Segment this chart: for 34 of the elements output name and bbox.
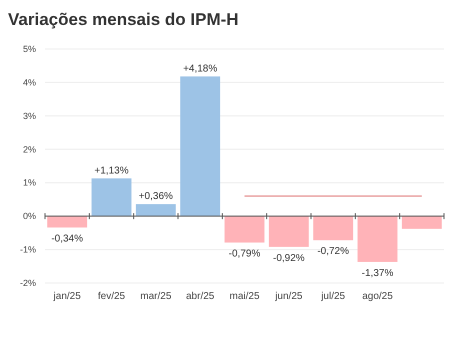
data-label: -0,79% xyxy=(228,248,260,260)
x-tick-label: mai/25 xyxy=(229,291,260,302)
x-tick-label: ago/25 xyxy=(362,291,394,302)
x-tick-label: mar/25 xyxy=(140,291,172,302)
x-tick-label: abr/25 xyxy=(186,291,215,302)
x-tick-label: jun/25 xyxy=(274,291,303,302)
bar xyxy=(47,216,88,228)
y-tick-label: 2% xyxy=(22,144,36,154)
bar xyxy=(402,216,442,229)
x-tick-label: jan/25 xyxy=(52,291,82,302)
chart-title: Variações mensais do IPM-H xyxy=(8,10,239,29)
x-tick-label: jul/25 xyxy=(320,291,346,302)
y-tick-label: 4% xyxy=(22,77,36,88)
bar xyxy=(92,178,132,216)
data-label: -1,37% xyxy=(362,268,394,279)
x-tick-label: fev/25 xyxy=(98,291,126,302)
data-label: -0,92% xyxy=(272,252,305,264)
data-label: -0,34% xyxy=(51,234,84,245)
y-tick-label: 5% xyxy=(22,44,36,54)
bar xyxy=(358,216,398,262)
data-label: -0,72% xyxy=(317,246,350,258)
data-label: +4,18% xyxy=(183,63,218,74)
y-tick-label: 3% xyxy=(22,110,36,121)
y-tick-label: 0% xyxy=(22,211,36,222)
bar xyxy=(313,216,354,240)
bar xyxy=(180,76,220,216)
y-tick-label: 1% xyxy=(22,178,36,188)
y-tick-label: -1% xyxy=(20,244,36,255)
bar xyxy=(136,204,176,216)
bar xyxy=(224,216,264,243)
bar xyxy=(268,216,309,247)
data-label: +0,36% xyxy=(138,191,174,202)
y-tick-label: -2% xyxy=(20,278,36,288)
data-label: +1,13% xyxy=(94,165,129,176)
